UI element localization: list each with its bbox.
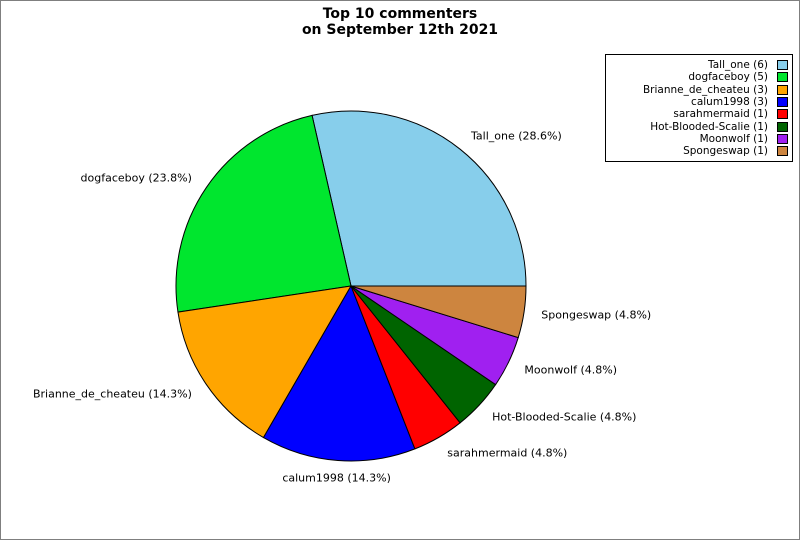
chart-title-line2: on September 12th 2021 [301, 22, 499, 38]
slice-label-sarahmermaid: sarahmermaid (4.8%) [447, 446, 568, 460]
pie-slice-calum1998 [262, 284, 416, 462]
legend-item-label: Hot-Blooded-Scalie (1) [650, 120, 768, 133]
legend-item-label: sarahmermaid (1) [673, 108, 768, 121]
legend-item-label: Spongeswap (1) [683, 145, 768, 158]
slice-label-calum1998: calum1998 (14.3%) [282, 471, 391, 485]
legend-item-Brianne_de_cheateu: Brianne_de_cheateu (3) [608, 84, 788, 96]
legend-swatch-Brianne_de_cheateu [777, 84, 788, 95]
legend-item-Spongeswap: Spongeswap (1) [608, 145, 788, 157]
legend-item-label: Tall_one (6) [708, 59, 768, 72]
legend-item-calum1998: calum1998 (3) [608, 96, 788, 108]
legend-swatch-Spongeswap [777, 146, 788, 157]
slice-label-Spongeswap: Spongeswap (4.8%) [541, 308, 652, 322]
pie-slice-Spongeswap [350, 285, 527, 339]
legend-swatch-Hot-Blooded-Scalie [777, 121, 788, 132]
chart-title-line1: Top 10 commenters [322, 6, 478, 22]
legend-item-label: Brianne_de_cheateu (3) [642, 83, 768, 96]
legend-item-Tall_one: Tall_one (6) [608, 59, 788, 71]
legend-swatch-dogfaceboy [777, 72, 788, 83]
legend-swatch-Tall_one [777, 60, 788, 71]
slice-label-Brianne_de_cheateu: Brianne_de_cheateu (14.3%) [32, 387, 192, 401]
legend-item-Hot-Blooded-Scalie: Hot-Blooded-Scalie (1) [608, 120, 788, 133]
legend-item-dogfaceboy: dogfaceboy (5) [608, 71, 788, 83]
legend-item-sarahmermaid: sarahmermaid (1) [608, 108, 788, 120]
legend: Tall_one (6) dogfaceboy (5) Brianne_de_che… [605, 54, 793, 163]
legend-item-label: Moonwolf (1) [699, 132, 768, 145]
legend-swatch-sarahmermaid [777, 109, 788, 120]
slice-label-dogfaceboy: dogfaceboy (23.8%) [80, 171, 192, 185]
slice-label-Hot-Blooded-Scalie: Hot-Blooded-Scalie (4.8%) [492, 410, 637, 424]
slice-label-Moonwolf: Moonwolf (4.8%) [524, 363, 617, 376]
pie-slice-Tall_one [311, 110, 527, 287]
legend-item-label: dogfaceboy (5) [688, 71, 768, 84]
legend-swatch-Moonwolf [777, 133, 788, 144]
pie-slice-dogfaceboy [175, 114, 352, 313]
legend-swatch-calum1998 [777, 97, 788, 108]
legend-item-label: calum1998 (3) [691, 96, 768, 109]
chart-title: Top 10 commenters on September 12th 2021 [1, 6, 799, 38]
legend-item-Moonwolf: Moonwolf (1) [608, 133, 788, 145]
slice-label-Tall_one: Tall_one (28.6%) [471, 129, 562, 142]
pie-slice-Brianne_de_cheateu [177, 285, 352, 439]
